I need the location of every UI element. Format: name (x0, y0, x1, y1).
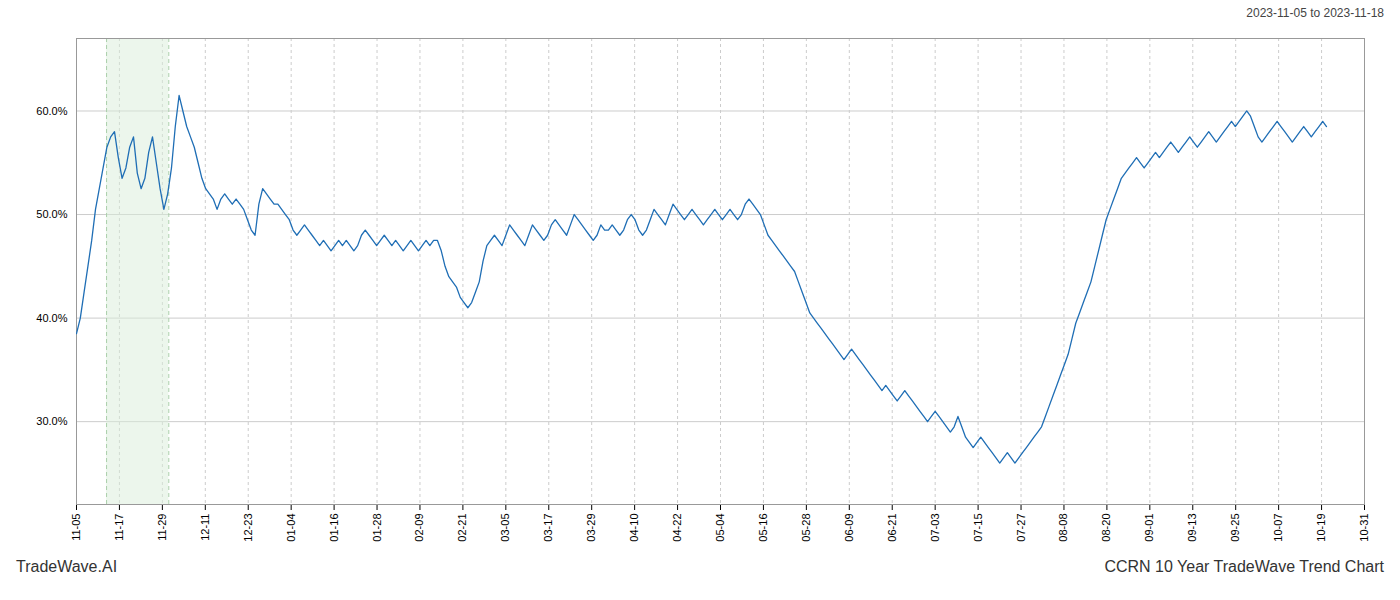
svg-text:30.0%: 30.0% (36, 415, 67, 427)
svg-text:03-05: 03-05 (499, 514, 511, 542)
svg-text:08-20: 08-20 (1100, 514, 1112, 542)
svg-text:01-28: 01-28 (371, 514, 383, 542)
svg-text:10-19: 10-19 (1315, 514, 1327, 542)
svg-text:09-01: 09-01 (1143, 514, 1155, 542)
svg-text:06-21: 06-21 (886, 514, 898, 542)
svg-text:01-16: 01-16 (328, 514, 340, 542)
svg-text:50.0%: 50.0% (36, 208, 67, 220)
svg-text:07-27: 07-27 (1015, 514, 1027, 542)
html-text:TradeWave.AI: TradeWave.AI (16, 558, 118, 575)
svg-text:05-16: 05-16 (757, 514, 769, 542)
svg-text:09-25: 09-25 (1229, 514, 1241, 542)
svg-text:04-22: 04-22 (671, 514, 683, 542)
svg-text:08-08: 08-08 (1057, 514, 1069, 542)
svg-text:06-09: 06-09 (843, 514, 855, 542)
svg-text:07-15: 07-15 (972, 514, 984, 542)
svg-text:03-29: 03-29 (585, 514, 597, 542)
svg-text:01-04: 01-04 (285, 514, 297, 542)
svg-text:07-03: 07-03 (929, 514, 941, 542)
svg-text:10-31: 10-31 (1358, 514, 1370, 542)
svg-text:11-17: 11-17 (113, 514, 125, 541)
svg-text:11-05: 11-05 (70, 514, 82, 541)
svg-text:05-04: 05-04 (714, 514, 726, 542)
svg-text:60.0%: 60.0% (36, 105, 67, 117)
svg-text:09-13: 09-13 (1186, 514, 1198, 542)
svg-text:11-29: 11-29 (156, 514, 168, 541)
svg-text:40.0%: 40.0% (36, 312, 67, 324)
svg-text:12-11: 12-11 (199, 514, 211, 541)
html-text:CCRN 10 Year TradeWave Trend C: CCRN 10 Year TradeWave Trend Chart (1104, 558, 1384, 575)
svg-text:05-28: 05-28 (800, 514, 812, 542)
html-text:2023-11-05 to 2023-11-18: 2023-11-05 to 2023-11-18 (1246, 6, 1384, 20)
svg-text:03-17: 03-17 (542, 514, 554, 542)
svg-text:04-10: 04-10 (628, 514, 640, 542)
svg-text:02-09: 02-09 (413, 514, 425, 542)
svg-text:02-21: 02-21 (456, 514, 468, 542)
svg-text:12-23: 12-23 (242, 514, 254, 542)
svg-text:10-07: 10-07 (1272, 514, 1284, 542)
